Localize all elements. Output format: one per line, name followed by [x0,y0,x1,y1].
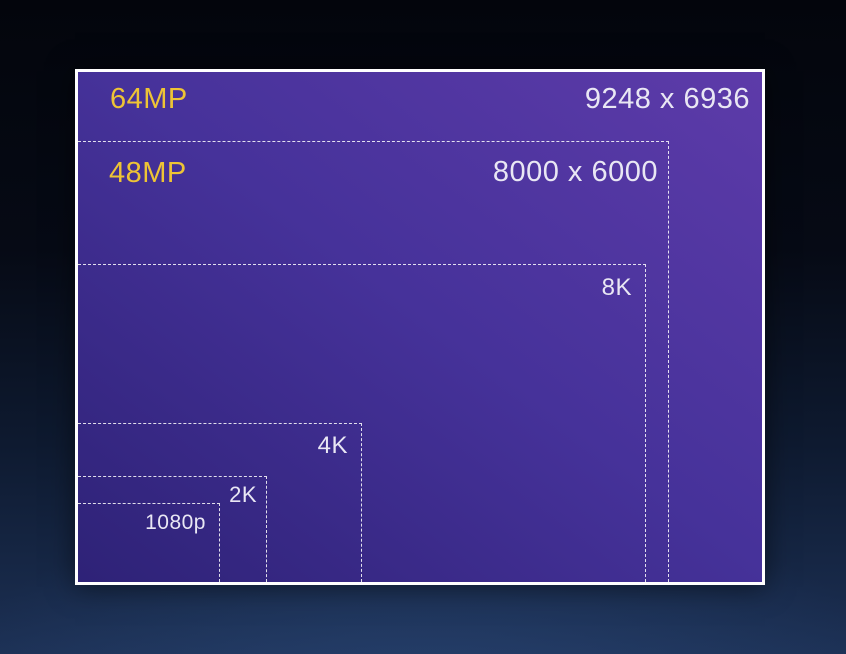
rect-4k: 4K [78,423,362,582]
dimensions-48mp: 8000 x 6000 [492,156,658,188]
label-2k: 2K [229,482,257,507]
label-48mp: 48MP [109,157,187,189]
label-64mp: 64MP [110,83,188,115]
label-8k: 8K [601,274,632,301]
label-1080p: 1080p [145,511,206,534]
rect-2k: 2K [78,476,267,582]
rect-8k: 8K [78,264,646,582]
dimensions-64mp: 9248 x 6936 [584,83,750,115]
rect-48mp: 48MP 8000 x 6000 [78,141,669,582]
label-4k: 4K [317,432,348,459]
rect-64mp: 64MP 9248 x 6936 48MP 8000 x 6000 8K 4K … [75,69,765,585]
rect-1080p: 1080p [78,503,220,582]
